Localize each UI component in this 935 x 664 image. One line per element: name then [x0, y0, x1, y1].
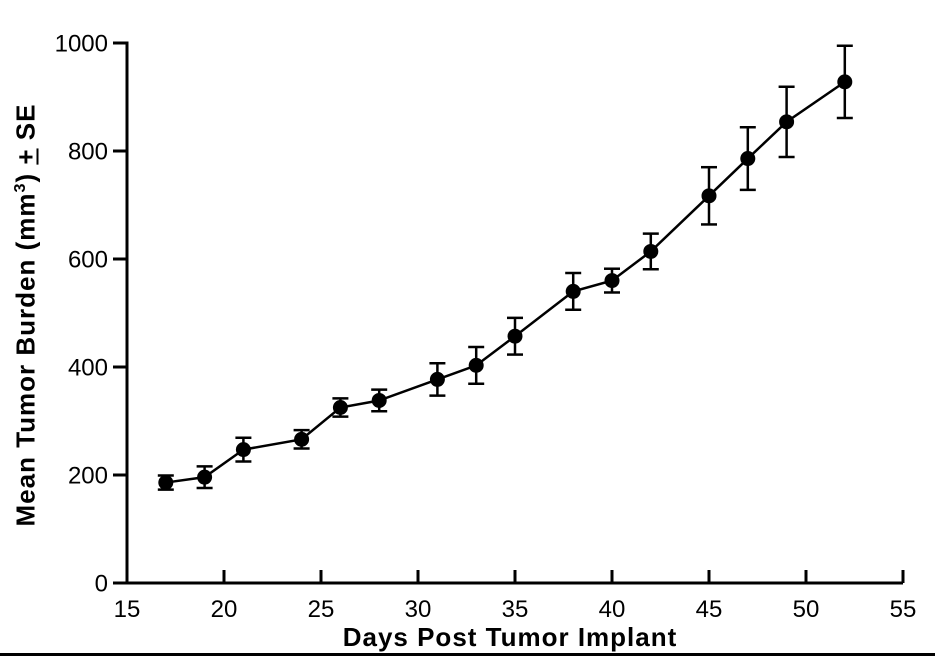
- plus-minus-symbol: +: [10, 148, 41, 165]
- data-point: [701, 188, 717, 204]
- x-tick-label: 50: [793, 596, 820, 623]
- y-tick-label: 200: [68, 463, 108, 490]
- y-axis-title-superscript: 3: [10, 182, 29, 193]
- x-tick-label: 15: [114, 596, 141, 623]
- x-axis-title: Days Post Tumor Implant: [342, 622, 678, 652]
- y-tick-label: 0: [95, 571, 108, 598]
- x-tick-label: 25: [308, 596, 335, 623]
- data-point: [604, 273, 620, 289]
- x-tick-label: 40: [599, 596, 626, 623]
- bottom-rule: [0, 653, 935, 656]
- data-point: [429, 371, 445, 387]
- data-point: [332, 400, 348, 415]
- x-tick-label: 55: [890, 596, 917, 623]
- data-point: [158, 475, 174, 491]
- y-tick-label: 600: [68, 247, 108, 274]
- data-point: [235, 442, 251, 458]
- data-point: [371, 392, 387, 408]
- y-tick-label: 800: [68, 139, 108, 166]
- data-point: [837, 74, 853, 90]
- data-point: [643, 243, 659, 259]
- data-point: [294, 431, 310, 447]
- x-tick-label: 35: [502, 596, 529, 623]
- y-axis-title-end: SE: [10, 103, 41, 149]
- y-axis-title-text: Mean Tumor Burden (mm: [10, 192, 41, 527]
- series-line: [165, 80, 846, 484]
- x-tick-label: 20: [211, 596, 238, 623]
- x-tick-label: 45: [696, 596, 723, 623]
- data-point: [740, 151, 756, 167]
- data-point: [565, 283, 581, 299]
- y-axis-title: Mean Tumor Burden (mm3) + SE: [11, 104, 42, 527]
- y-tick-label: 1000: [55, 31, 108, 58]
- data-point: [507, 328, 523, 344]
- data-point: [468, 357, 484, 373]
- y-tick-label: 400: [68, 355, 108, 382]
- data-point: [197, 469, 213, 485]
- data-point: [779, 114, 795, 130]
- y-axis-title-mid: ): [10, 164, 41, 183]
- x-tick-label: 30: [405, 596, 432, 623]
